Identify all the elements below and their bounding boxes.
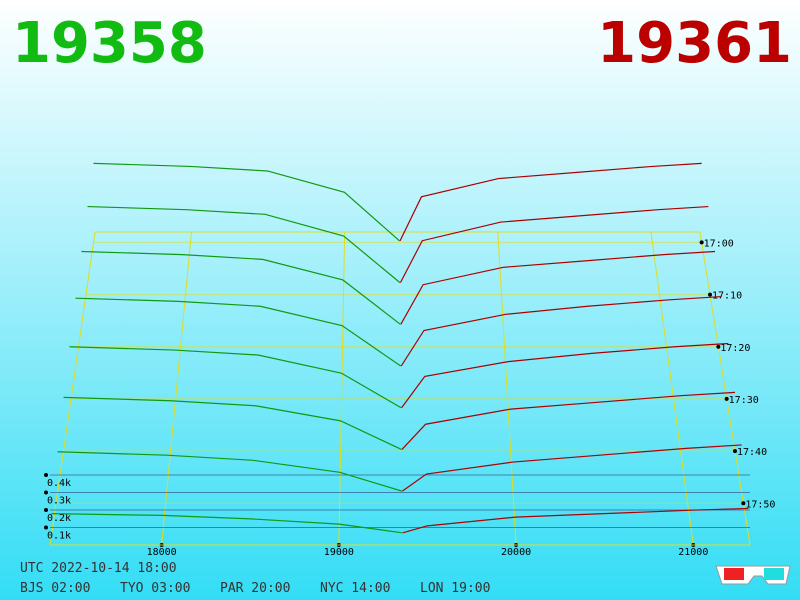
- x-tick-label: 19000: [324, 547, 354, 558]
- y-tick-label: 0.4k: [47, 478, 71, 489]
- ask-depth-line: [401, 391, 736, 450]
- footer-zone: TYO 03:00: [120, 581, 190, 596]
- y-tick-label: 0.2k: [47, 513, 71, 524]
- bid-depth-line: [81, 250, 401, 325]
- bid-depth-line: [57, 451, 403, 492]
- bid-depth-line: [63, 396, 402, 450]
- time-tick: [699, 240, 704, 245]
- time-tick: [716, 344, 721, 349]
- footer-utc: UTC 2022-10-14 18:00: [20, 561, 177, 576]
- base-outline: [49, 231, 751, 546]
- volume-tick: [44, 473, 48, 477]
- glasses-icon: [715, 565, 791, 585]
- ask-depth-line: [402, 444, 742, 492]
- ask-depth-line: [402, 507, 749, 534]
- z-tick-label: 17:10: [712, 291, 742, 302]
- z-tick-label: 17:30: [729, 395, 759, 406]
- bid-depth-line: [75, 297, 402, 367]
- time-tick: [741, 501, 746, 506]
- x-tick-label: 21000: [678, 547, 708, 558]
- bid-depth-line: [69, 346, 402, 409]
- z-tick-label: 17:40: [737, 447, 767, 458]
- ask-depth-line: [399, 162, 702, 242]
- bid-price: 19358: [12, 11, 207, 76]
- time-tick: [724, 396, 729, 401]
- y-tick-label: 0.3k: [47, 496, 71, 507]
- footer-zone: PAR 20:00: [220, 581, 290, 596]
- volume-tick: [44, 508, 48, 512]
- ask-depth-line: [400, 295, 722, 367]
- time-tick: [733, 449, 737, 454]
- y-tick-label: 0.1k: [47, 531, 71, 542]
- ask-price: 19361: [597, 11, 792, 76]
- bid-depth-line: [93, 162, 400, 242]
- x-tick-label: 20000: [501, 547, 531, 558]
- footer-zone: LON 19:00: [420, 581, 490, 596]
- volume-tick: [44, 490, 48, 495]
- z-tick-label: 17:50: [745, 499, 775, 510]
- volume-tick: [44, 525, 48, 530]
- time-tick: [708, 292, 712, 297]
- bid-depth-line: [87, 205, 401, 284]
- z-tick-label: 17:00: [704, 238, 734, 249]
- ask-depth-line: [400, 250, 716, 325]
- z-tick-label: 17:20: [720, 343, 750, 354]
- bid-depth-line: [51, 513, 403, 534]
- ask-depth-line: [401, 342, 729, 409]
- ask-depth-line: [399, 205, 709, 283]
- x-tick-label: 18000: [147, 547, 177, 558]
- footer-zone: NYC 14:00: [320, 581, 390, 596]
- footer-zone: BJS 02:00: [20, 581, 90, 596]
